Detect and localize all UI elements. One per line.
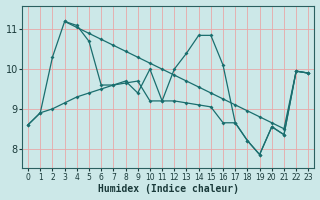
X-axis label: Humidex (Indice chaleur): Humidex (Indice chaleur) — [98, 184, 239, 194]
